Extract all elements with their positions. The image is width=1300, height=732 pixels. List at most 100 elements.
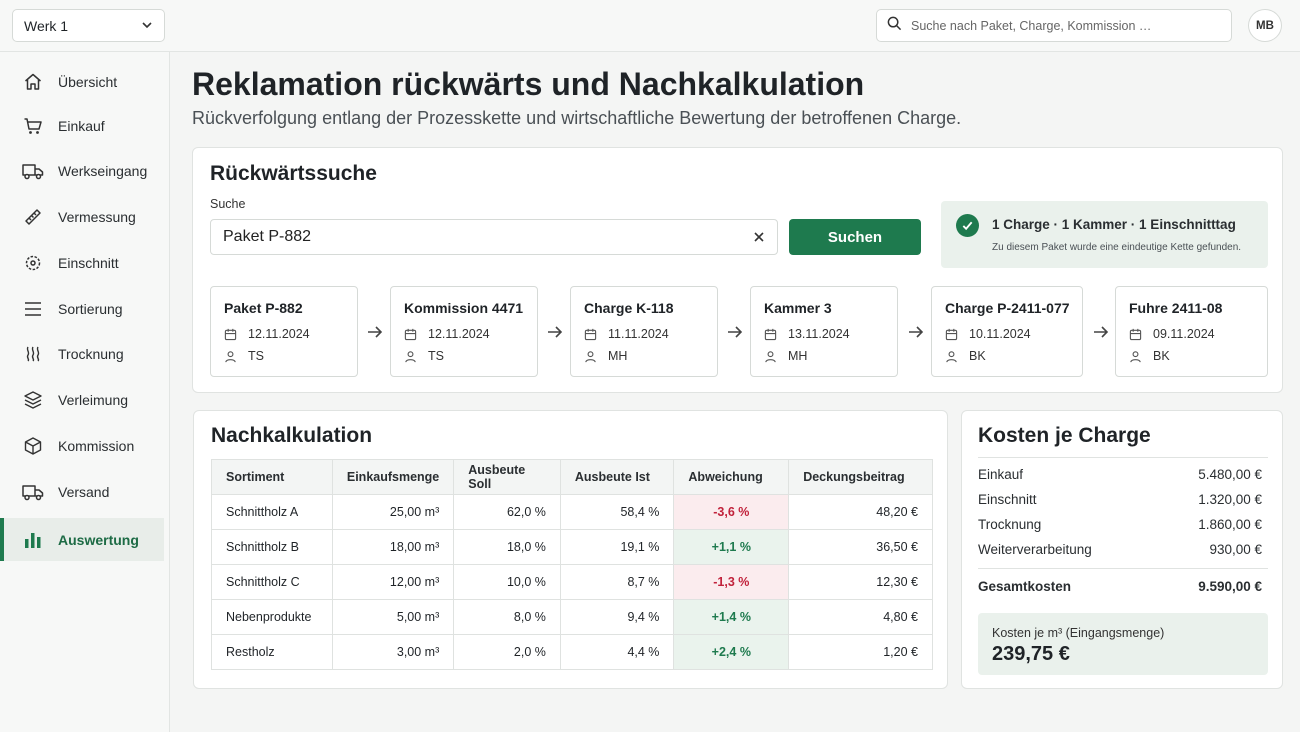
clear-icon[interactable] [753, 231, 765, 243]
page-subtitle: Rückverfolgung entlang der Prozesskette … [192, 108, 962, 128]
cell-sortiment: Nebenprodukte [211, 599, 333, 635]
arrow-right-icon [546, 323, 564, 341]
divider [978, 457, 1268, 458]
chain-card[interactable]: Charge K-118 11.11.2024 MH [570, 286, 718, 377]
column-header[interactable]: Ausbeute Soll [453, 459, 561, 495]
sidebar-item-verleimung[interactable]: Verleimung [0, 378, 164, 421]
sidebar-item-kommission[interactable]: Kommission [0, 424, 164, 467]
cell-abweichung: +1,4 % [673, 599, 790, 635]
sidebar-item-label: Werkseingang [58, 162, 148, 179]
chain-card-date: 12.11.2024 [428, 327, 490, 341]
cell-abweichung: -1,3 % [673, 564, 790, 600]
chain-card[interactable]: Paket P-882 12.11.2024 TS [210, 286, 358, 377]
cell-ist: 4,4 % [559, 634, 675, 670]
cost-label: Einschnitt [978, 492, 1037, 507]
chain-card-user: MH [788, 349, 808, 363]
sidebar-item-label: Sortierung [58, 300, 123, 317]
chain-card[interactable]: Charge P-2411-077 10.11.2024 BK [931, 286, 1083, 377]
sidebar-item-label: Vermessung [58, 208, 136, 225]
cell-deckungsbeitrag: 1,20 € [788, 634, 933, 670]
cost-per-batch-title: Kosten je Charge [978, 424, 1151, 447]
post-calculation-title: Nachkalkulation [211, 424, 373, 447]
sidebar-item-einkauf[interactable]: Einkauf [0, 104, 164, 147]
sidebar: Übersicht Einkauf Werkseingang Vermessun… [0, 52, 170, 732]
chain-card-user: MH [608, 349, 628, 363]
sidebar-item-vermessung[interactable]: Vermessung [0, 195, 164, 238]
sidebar-item-versand[interactable]: Versand [0, 470, 164, 513]
sidebar-item-label: Übersicht [58, 73, 118, 90]
box-icon [22, 435, 44, 457]
cost-total-label: Gesamtkosten [978, 579, 1072, 594]
cell-menge: 12,00 m³ [331, 564, 455, 600]
list-icon [22, 298, 44, 320]
column-header[interactable]: Sortiment [211, 459, 333, 495]
search-result-box: 1 Charge · 1 Kammer · 1 Einschnitttag Zu… [941, 201, 1268, 268]
cell-soll: 18,0 % [453, 529, 561, 565]
cost-label: Trocknung [978, 517, 1042, 532]
saw-icon [22, 252, 44, 274]
bar-chart-icon [22, 529, 44, 551]
sidebar-item-label: Versand [58, 483, 110, 500]
sidebar-item-werkseingang[interactable]: Werkseingang [0, 149, 164, 192]
table-row[interactable]: Restholz 3,00 m³ 2,0 % 4,4 % +2,4 % 1,20… [211, 634, 933, 670]
table-row[interactable]: Schnittholz B 18,00 m³ 18,0 % 19,1 % +1,… [211, 529, 933, 565]
cell-soll: 62,0 % [453, 494, 561, 530]
chain-card-date: 12.11.2024 [248, 327, 310, 341]
cell-deckungsbeitrag: 36,50 € [788, 529, 933, 565]
table-row[interactable]: Schnittholz A 25,00 m³ 62,0 % 58,4 % -3,… [211, 494, 933, 530]
cost-value: 930,00 € [1209, 542, 1262, 557]
chain-card[interactable]: Kammer 3 13.11.2024 MH [750, 286, 898, 377]
chain-card[interactable]: Kommission 4471 12.11.2024 TS [390, 286, 538, 377]
table-row[interactable]: Nebenprodukte 5,00 m³ 8,0 % 9,4 % +1,4 %… [211, 599, 933, 635]
search-button[interactable]: Suchen [789, 219, 921, 255]
calendar-icon [404, 327, 418, 341]
chain-card-date: 10.11.2024 [969, 327, 1031, 341]
arrow-right-icon [907, 323, 925, 341]
calendar-icon [764, 327, 778, 341]
sidebar-item-label: Verleimung [58, 391, 129, 408]
search-input[interactable] [223, 228, 753, 246]
cost-label: Weiterverarbeitung [978, 542, 1092, 557]
cost-per-m3-box: Kosten je m³ (Eingangsmenge) 239,75 € [978, 613, 1268, 675]
backward-search-card: Rückwärtssuche Suche Suchen 1 Charge · 1… [192, 147, 1283, 393]
cell-menge: 25,00 m³ [331, 494, 455, 530]
divider [978, 568, 1268, 569]
cost-per-m3-value: 239,75 € [992, 643, 1070, 665]
werk-select[interactable]: Werk 1 [12, 9, 165, 42]
post-calculation-table: Sortiment Einkaufsmenge Ausbeute Soll Au… [211, 459, 933, 670]
post-calculation-card: Nachkalkulation Sortiment Einkaufsmenge … [193, 410, 948, 689]
cost-row: Einkauf 5.480,00 € [978, 467, 1262, 482]
global-search-input[interactable] [911, 18, 1211, 33]
cell-soll: 8,0 % [453, 599, 561, 635]
cost-per-batch-card: Kosten je Charge Einkauf 5.480,00 € Eins… [961, 410, 1283, 689]
column-header[interactable]: Deckungsbeitrag [788, 459, 933, 495]
search-field[interactable] [210, 219, 778, 255]
chain-card-user: BK [969, 349, 986, 363]
column-header[interactable]: Abweichung [673, 459, 790, 495]
sidebar-item-auswertung[interactable]: Auswertung [0, 518, 164, 561]
chain-card-title: Charge K-118 [584, 300, 674, 316]
arrow-right-icon [726, 323, 744, 341]
column-header[interactable]: Ausbeute Ist [559, 459, 675, 495]
sidebar-item-label: Einkauf [58, 117, 105, 134]
cost-row: Einschnitt 1.320,00 € [978, 492, 1262, 507]
column-header[interactable]: Einkaufsmenge [331, 459, 455, 495]
user-avatar[interactable]: MB [1248, 9, 1282, 42]
calendar-icon [224, 327, 238, 341]
cell-menge: 3,00 m³ [331, 634, 455, 670]
sidebar-item-label: Einschnitt [58, 254, 119, 271]
table-row[interactable]: Schnittholz C 12,00 m³ 10,0 % 8,7 % -1,3… [211, 564, 933, 600]
cost-value: 1.320,00 € [1198, 492, 1262, 507]
cell-deckungsbeitrag: 4,80 € [788, 599, 933, 635]
chain-card[interactable]: Fuhre 2411-08 09.11.2024 BK [1115, 286, 1268, 377]
global-search[interactable] [876, 9, 1232, 42]
layers-icon [22, 389, 44, 411]
sidebar-item-einschnitt[interactable]: Einschnitt [0, 241, 164, 284]
sidebar-item-uebersicht[interactable]: Übersicht [0, 60, 164, 103]
chain-card-user: BK [1153, 349, 1170, 363]
sidebar-item-label: Auswertung [58, 531, 139, 548]
sidebar-item-sortierung[interactable]: Sortierung [0, 287, 164, 330]
sidebar-item-trocknung[interactable]: Trocknung [0, 332, 164, 375]
cell-deckungsbeitrag: 12,30 € [788, 564, 933, 600]
sidebar-item-label: Kommission [58, 437, 135, 454]
